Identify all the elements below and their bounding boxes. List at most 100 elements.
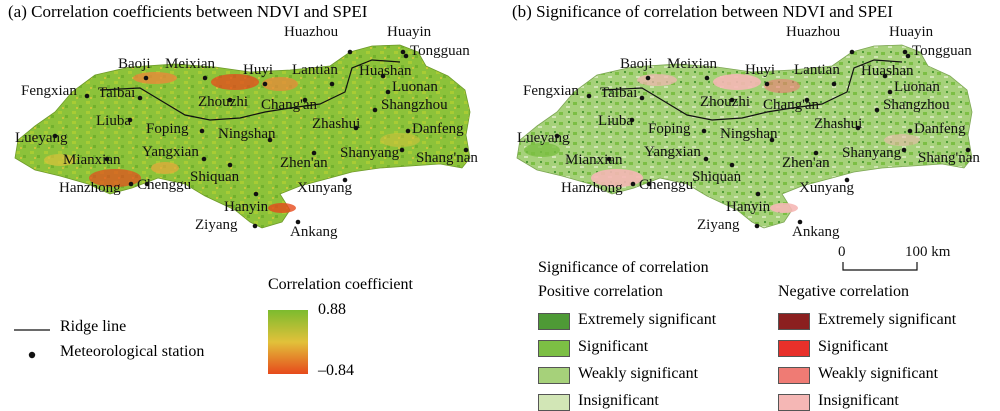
negative-label: Extremely significant: [818, 311, 957, 328]
station-marker: [267, 137, 273, 143]
station-label: Danfeng: [412, 121, 464, 137]
station-marker: [52, 133, 58, 139]
station-label: Taibai: [98, 85, 135, 101]
station-label: Zhouzhi: [198, 94, 248, 110]
station-marker: [295, 219, 301, 225]
station-marker: [704, 75, 710, 81]
station-marker: [143, 75, 149, 81]
station-layer-a: Baoji Meixian Huazhou Huayin Tongguan Huyi Lan…: [15, 24, 478, 240]
station-marker: [755, 191, 761, 197]
station-label: Lantian: [292, 62, 338, 78]
station-symbol: [28, 351, 36, 359]
station-marker: [586, 93, 592, 99]
negative-swatch: [778, 313, 810, 330]
station-marker: [329, 81, 335, 87]
station-label: Baoji: [118, 56, 151, 72]
station-marker: [813, 150, 819, 156]
station-marker: [797, 219, 803, 225]
negative-label: Significant: [818, 338, 889, 355]
station-label: Zhouzhi: [700, 94, 750, 110]
station-label: Shang'nan: [416, 150, 478, 166]
station-label: Liuba: [598, 113, 633, 129]
station-label: Hanyin: [224, 199, 269, 215]
station-label: Huashan: [861, 63, 914, 79]
station-marker: [104, 156, 110, 162]
positive-swatch: [538, 313, 570, 330]
station-label: Taibai: [600, 85, 637, 101]
station-label: Zhashui: [312, 116, 360, 132]
positive-header: Positive correlation: [538, 283, 663, 300]
station-label: Danfeng: [914, 121, 966, 137]
station-marker: [262, 81, 268, 87]
station-label: Mianxian: [565, 152, 623, 168]
station-marker: [202, 75, 208, 81]
positive-label: Significant: [578, 338, 649, 355]
station-label: Liuba: [96, 113, 131, 129]
station-marker: [606, 156, 612, 162]
ridge-line-label: Ridge line: [60, 318, 127, 335]
station-marker: [554, 133, 560, 139]
station-label: Ningshan: [218, 126, 276, 142]
station-label: Shiquan: [190, 169, 240, 185]
station-label: Zhashui: [814, 116, 862, 132]
station-marker: [137, 95, 143, 101]
station-label: Foping: [146, 121, 189, 137]
scale-max-label: 100 km: [905, 244, 951, 260]
station-marker: [385, 89, 391, 95]
station-label: Shang'nan: [918, 150, 980, 166]
station-marker: [201, 156, 207, 162]
station-label: Chenggu: [639, 177, 694, 193]
positive-label: Weakly significant: [578, 365, 699, 382]
positive-label: Insignificant: [578, 392, 659, 409]
station-label: Foping: [648, 121, 691, 137]
station-label: Fengxian: [523, 83, 579, 99]
station-label: Lantian: [794, 62, 840, 78]
station-label: Lueyang: [517, 130, 570, 146]
station-marker: [127, 117, 133, 123]
station-label: Ningshan: [720, 126, 778, 142]
station-label: Huayin: [889, 24, 934, 40]
station-marker: [144, 181, 150, 187]
station-label: Huyi: [243, 62, 273, 78]
station-label: Lueyang: [15, 130, 68, 146]
scale-zero-label: 0: [838, 244, 846, 260]
station-marker: [965, 147, 971, 153]
station-marker: [353, 125, 359, 131]
station-marker: [729, 97, 735, 103]
station-marker: [311, 150, 317, 156]
station-label: Huazhou: [786, 24, 841, 40]
station-label: Chang'an: [763, 97, 820, 113]
station-label: Baoji: [620, 56, 653, 72]
station-label: Meteorological station: [60, 343, 205, 360]
panel-a-title: (a) Correlation coefficients between NDV…: [8, 2, 368, 21]
station-marker: [907, 128, 913, 134]
station-marker: [128, 181, 134, 187]
station-marker: [380, 73, 386, 79]
station-marker: [227, 97, 233, 103]
station-label: Zhen'an: [782, 155, 830, 171]
positive-label: Extremely significant: [578, 311, 717, 328]
negative-swatch: [778, 367, 810, 384]
ridge-line: [601, 59, 903, 121]
negative-patches: [524, 74, 920, 213]
station-marker: [463, 147, 469, 153]
legend-a: [14, 310, 308, 374]
negative-swatch: [778, 340, 810, 357]
station-marker: [703, 156, 709, 162]
station-label: Meixian: [667, 56, 717, 72]
station-marker: [804, 97, 810, 103]
station-marker: [302, 97, 308, 103]
station-label: Luonan: [392, 79, 438, 95]
negative-patches: [44, 72, 420, 213]
negative-swatch: [778, 394, 810, 411]
station-label: Chenggu: [137, 177, 192, 193]
station-label: Zhen'an: [280, 155, 328, 171]
station-marker: [372, 107, 378, 113]
station-label: Mianxian: [63, 152, 121, 168]
station-label: Chang'an: [261, 97, 318, 113]
station-layer-b: Baoji Meixian Huazhou Huayin Tongguan Huyi Lan…: [517, 24, 980, 240]
station-label: Meixian: [165, 56, 215, 72]
station-marker: [342, 177, 348, 183]
station-label: Hanyin: [726, 199, 771, 215]
